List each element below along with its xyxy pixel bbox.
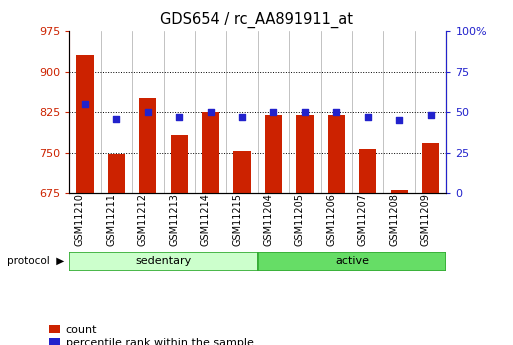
Text: GSM11214: GSM11214 bbox=[201, 193, 211, 246]
Point bbox=[207, 109, 215, 115]
Text: GSM11205: GSM11205 bbox=[295, 193, 305, 246]
Point bbox=[81, 101, 89, 107]
Legend: count, percentile rank within the sample: count, percentile rank within the sample bbox=[49, 325, 254, 345]
Text: GSM11211: GSM11211 bbox=[106, 193, 116, 246]
Bar bbox=[202, 111, 219, 193]
FancyBboxPatch shape bbox=[69, 252, 258, 271]
Bar bbox=[76, 55, 93, 193]
Point bbox=[364, 114, 372, 120]
Text: GSM11210: GSM11210 bbox=[75, 193, 85, 246]
Bar bbox=[422, 143, 439, 193]
FancyBboxPatch shape bbox=[258, 252, 446, 271]
Text: GSM11206: GSM11206 bbox=[326, 193, 337, 246]
Bar bbox=[297, 115, 313, 193]
Bar bbox=[390, 190, 408, 193]
Text: GDS654 / rc_AA891911_at: GDS654 / rc_AA891911_at bbox=[160, 12, 353, 28]
Text: protocol  ▶: protocol ▶ bbox=[7, 256, 64, 266]
Point bbox=[395, 117, 403, 123]
Point bbox=[238, 114, 246, 120]
Bar bbox=[233, 150, 251, 193]
Bar bbox=[108, 154, 125, 193]
Text: GSM11213: GSM11213 bbox=[169, 193, 179, 246]
Point bbox=[332, 109, 341, 115]
Point bbox=[269, 109, 278, 115]
Point bbox=[301, 109, 309, 115]
Text: GSM11215: GSM11215 bbox=[232, 193, 242, 246]
Text: GSM11209: GSM11209 bbox=[421, 193, 430, 246]
Point bbox=[144, 109, 152, 115]
Point bbox=[175, 114, 183, 120]
Bar bbox=[359, 149, 377, 193]
Text: GSM11208: GSM11208 bbox=[389, 193, 399, 246]
Text: GSM11212: GSM11212 bbox=[138, 193, 148, 246]
Text: GSM11207: GSM11207 bbox=[358, 193, 368, 246]
Bar bbox=[139, 98, 156, 193]
Bar bbox=[328, 115, 345, 193]
Text: sedentary: sedentary bbox=[135, 256, 192, 266]
Text: active: active bbox=[335, 256, 369, 266]
Point bbox=[112, 116, 121, 121]
Bar bbox=[171, 135, 188, 193]
Bar bbox=[265, 115, 282, 193]
Text: GSM11204: GSM11204 bbox=[264, 193, 273, 246]
Point bbox=[426, 112, 435, 118]
